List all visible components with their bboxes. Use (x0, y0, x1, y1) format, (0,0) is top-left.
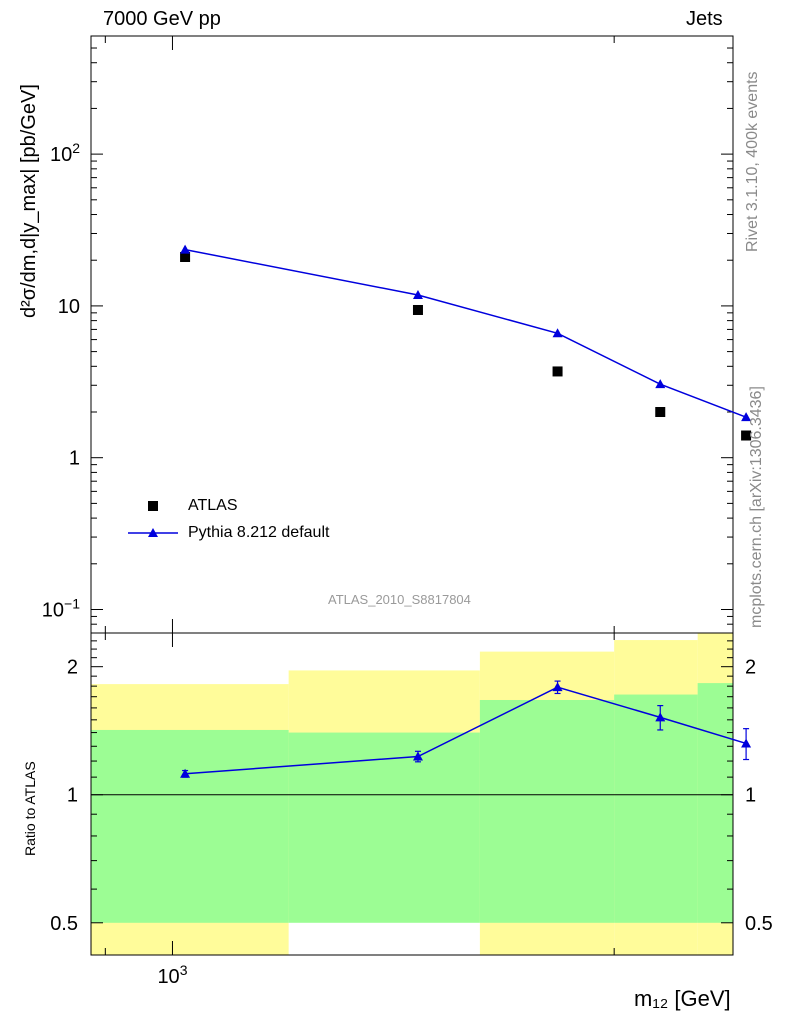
ratio-ytick-label-right: 2 (745, 657, 756, 679)
y-axis-title-main: d²σ/dm,d|y_max| [pb/GeV] (18, 84, 40, 318)
ratio-point (552, 682, 563, 692)
atlas-data-point (180, 251, 191, 262)
atlas-data-point (412, 304, 423, 315)
band-inner-3 (614, 694, 698, 923)
pythia-point (412, 289, 423, 299)
pythia-point (552, 328, 563, 338)
band-inner-1 (288, 732, 480, 923)
main-ytick-label: 102 (50, 140, 80, 166)
pythia-point (655, 379, 666, 389)
plot-frames (90, 35, 734, 956)
ratio-point (655, 712, 666, 722)
main-ytick-label: 10−1 (42, 595, 80, 621)
band-inner-4 (697, 683, 733, 923)
band-inner-0 (91, 729, 289, 923)
header-process: Jets (686, 8, 723, 30)
legend-pythia-label: Pythia 8.212 default (188, 524, 330, 541)
axis-ticks (91, 35, 733, 955)
main-ytick-label: 10 (58, 296, 80, 318)
legend-pythia-marker (148, 528, 158, 537)
atlas-data-point (741, 430, 752, 441)
ratio-plot-marks (91, 680, 752, 796)
pythia-line (184, 248, 747, 418)
ratio-ytick-label-left: 0.5 (50, 913, 78, 935)
main-plot-marks (180, 244, 752, 441)
mcplots-reference-label: mcplots.cern.ch [arXiv:1306.3436] (748, 386, 765, 628)
rivet-version-label: Rivet 3.1.10, 400k events (744, 71, 761, 252)
legend-atlas-marker (148, 501, 158, 511)
header-energy: 7000 GeV pp (103, 8, 221, 30)
atlas-data-point (552, 366, 563, 377)
ratio-ytick-label-right: 0.5 (745, 913, 773, 935)
band-inner-2 (479, 699, 615, 923)
analysis-watermark: ATLAS_2010_S8817804 (328, 592, 471, 607)
ratio-point (412, 751, 423, 761)
legend-marks (128, 501, 178, 537)
ratio-ytick-label-left: 2 (67, 657, 78, 679)
ratio-point (180, 768, 191, 778)
ratio-plot-frame (90, 632, 734, 956)
pythia-point (741, 412, 752, 422)
ratio-ytick-label-left: 1 (67, 785, 78, 807)
ratio-ytick-label-right: 1 (745, 785, 756, 807)
x-axis-title: m₁₂ [GeV] (634, 986, 731, 1011)
main-ytick-label: 1 (69, 448, 80, 470)
ratio-point (741, 738, 752, 748)
atlas-data-point (655, 407, 666, 418)
pythia-point (180, 244, 191, 254)
main-plot-frame (90, 35, 734, 634)
tick-labels: 10−1 1 10 102 0.5 0.5 1 1 2 2 103 (42, 140, 773, 988)
xtick-label: 103 (157, 962, 187, 988)
legend-atlas-label: ATLAS (188, 497, 238, 514)
y-axis-title-ratio: Ratio to ATLAS (22, 761, 38, 856)
ratio-bands (91, 633, 733, 955)
